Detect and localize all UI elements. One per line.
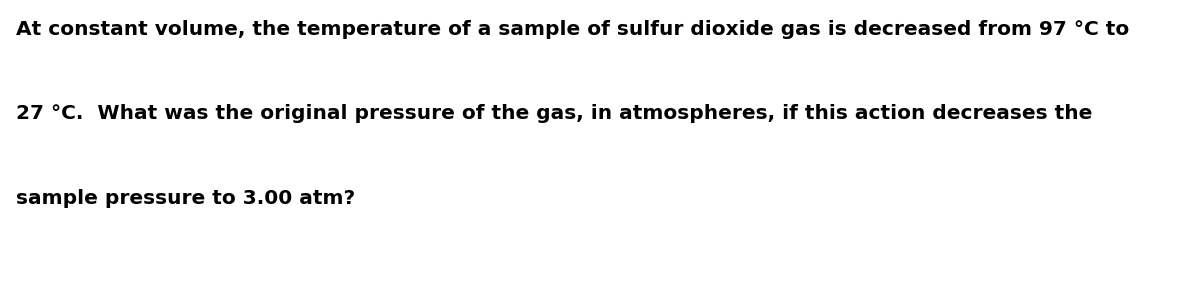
Text: sample pressure to 3.00 atm?: sample pressure to 3.00 atm?: [16, 189, 355, 208]
Text: At constant volume, the temperature of a sample of sulfur dioxide gas is decreas: At constant volume, the temperature of a…: [16, 20, 1129, 39]
Text: 27 °C.  What was the original pressure of the gas, in atmospheres, if this actio: 27 °C. What was the original pressure of…: [16, 104, 1092, 123]
